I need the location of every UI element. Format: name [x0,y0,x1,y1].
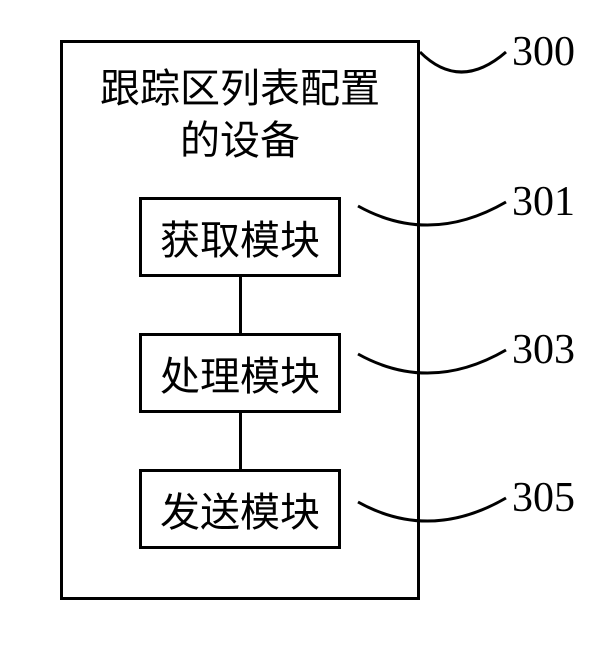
title-line-1: 跟踪区列表配置 [100,66,380,111]
module-acquire-label: 获取模块 [160,218,320,263]
module-send-label: 发送模块 [160,490,320,535]
module-process: 处理模块 [139,333,341,413]
module-process-label: 处理模块 [160,354,320,399]
container-title: 跟踪区列表配置 的设备 [100,63,380,167]
label-300: 300 [512,28,575,76]
label-305: 305 [512,474,575,522]
device-container: 跟踪区列表配置 的设备 获取模块 处理模块 发送模块 [60,40,420,600]
module-acquire: 获取模块 [139,197,341,277]
module-send: 发送模块 [139,469,341,549]
label-301: 301 [512,178,575,226]
label-303: 303 [512,326,575,374]
connector-1 [239,277,242,333]
callout-300 [420,52,506,72]
title-line-2: 的设备 [180,118,300,163]
connector-2 [239,413,242,469]
